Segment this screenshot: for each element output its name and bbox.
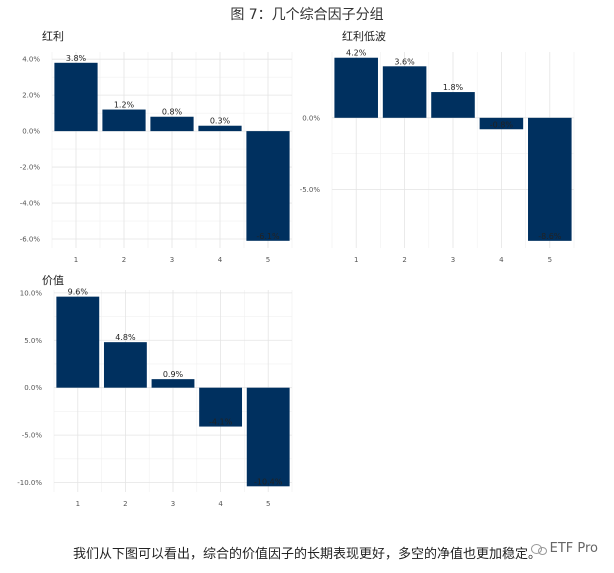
bar-3 [150,116,194,132]
x-tick-label: 4 [218,500,223,508]
y-tick-label: -10.0% [17,479,42,487]
x-tick-label: 2 [123,500,127,508]
bar-5 [528,117,572,241]
panel-dividend: 红利 4.0% 2.0% 0.0% -2.0% -4.0% -6.0% 3.8% 1.2% 0.8… [0,26,300,274]
y-tick-label: -2.0% [20,164,41,172]
chart-value: 价值 10.0% 5.0% 0.0% -5.0% -10.0% 9.6% 4.8% 0.9% -4… [17,274,293,508]
bar-5 [246,131,290,241]
data-label: 1.2% [114,101,135,110]
data-label: 0.8% [162,108,183,117]
data-label: 3.6% [394,57,415,66]
x-tick-label: 1 [354,256,358,264]
bar-4 [199,387,243,427]
data-label: 0.3% [210,117,231,126]
bar-2 [382,66,427,118]
data-label: 1.8% [443,83,464,92]
y-tick-label: -4.0% [20,200,41,208]
caption-text: 我们从下图可以看出，综合的价值因子的长期表现更好，多空的净值也更加稳定。 [72,547,541,562]
x-tick-label: 3 [171,500,175,508]
y-tick-label: 5.0% [24,337,42,345]
bar-4 [479,117,524,130]
x-tick-label: 1 [74,256,78,264]
watermark: ETF Pro [530,541,598,556]
data-label: 9.6% [68,288,89,297]
y-tick-label: 0.0% [24,384,42,392]
x-tick-label: 1 [76,500,80,508]
bar-1 [54,62,98,132]
x-tick-label: 5 [548,256,552,264]
panel-title: 红利低波 [342,30,386,43]
panel-value: 价值 10.0% 5.0% 0.0% -5.0% -10.0% 9.6% 4.8% 0.9% -4… [0,270,300,518]
data-label: 4.2% [346,49,367,58]
data-label: 0.9% [163,370,184,379]
watermark-text: ETF Pro [549,541,598,556]
chart-dividend-lowvol: 红利低波 0.0% -5.0% 4.2% 3.6% 1.8% -0.8% -8.6% 1 2 3 4 5 [300,30,575,264]
wechat-icon [530,542,547,556]
x-tick-label: 3 [451,256,455,264]
panel-title: 价值 [42,274,64,287]
panel-dividend-lowvol: 红利低波 0.0% -5.0% 4.2% 3.6% 1.8% -0.8% -8.6% 1 2 3 4 5 [300,26,600,274]
y-tick-label: 10.0% [20,289,43,297]
panel-title: 红利 [42,30,64,43]
y-tick-label: -5.0% [300,186,321,194]
bar-5 [246,387,290,487]
bar-3 [431,92,475,118]
x-tick-label: 5 [266,500,270,508]
data-label: -8.6% [538,232,562,241]
x-tick-label: 2 [402,256,406,264]
x-tick-label: 2 [122,256,126,264]
bar-1 [56,296,100,388]
data-label: -0.8% [490,120,514,129]
x-tick-label: 4 [499,256,504,264]
bar-4 [198,125,242,132]
bar-1 [334,57,378,118]
chart-dividend: 红利 4.0% 2.0% 0.0% -2.0% -4.0% -6.0% 3.8% 1.2% 0.8… [20,30,293,264]
bar-2 [102,109,146,132]
data-label: -6.1% [256,232,280,241]
y-tick-label: -6.0% [20,236,41,244]
y-tick-label: 4.0% [22,56,40,64]
y-tick-label: -5.0% [22,432,43,440]
y-tick-label: 2.0% [22,92,40,100]
data-label: -10.4% [254,477,283,486]
x-tick-label: 3 [170,256,174,264]
data-label: 3.8% [66,54,87,63]
data-label: -4.1% [209,418,233,427]
data-label: 4.8% [115,333,136,342]
y-tick-label: 0.0% [302,114,320,122]
y-tick-label: 0.0% [22,128,40,136]
figure-title: 图 7：几个综合因子分组 [230,7,384,23]
bar-2 [103,342,147,388]
x-tick-label: 5 [266,256,270,264]
x-tick-label: 4 [218,256,223,264]
bar-3 [151,379,195,388]
